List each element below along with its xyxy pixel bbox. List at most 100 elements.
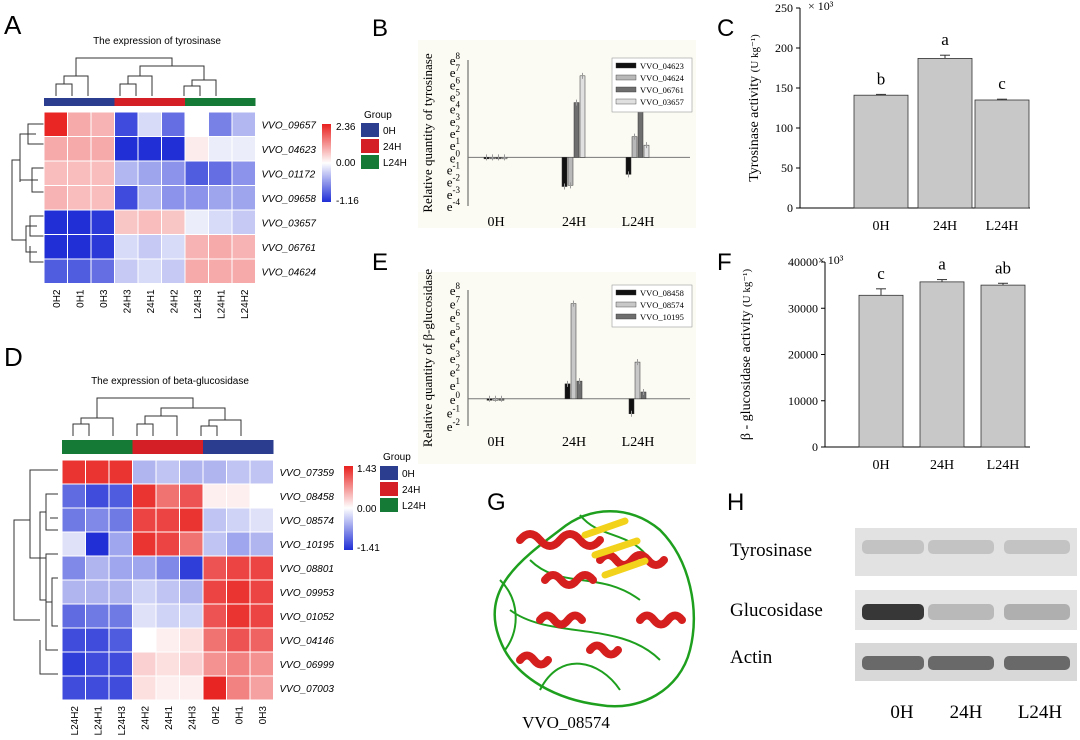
chart-b-legend-swatch-3	[615, 98, 637, 105]
heatmap-a-cell-0-8	[231, 111, 256, 137]
heatmap-a-cell-6-2	[90, 258, 115, 284]
heatmap-a-cell-1-8	[231, 136, 256, 162]
heatmap-a-cell-2-6	[184, 160, 209, 186]
heatmap-a-cell-0-6	[184, 111, 209, 137]
heatmap-a-row-label-0: VVO_09657	[262, 120, 317, 131]
heatmap-d-cell-0-0	[61, 459, 86, 485]
chart-f-ytick-1: 10000	[788, 394, 818, 408]
heatmap-d-cell-4-6	[202, 555, 227, 581]
chart-b-ytick-6: e2	[450, 124, 460, 141]
heatmap-d-cell-6-4	[155, 603, 180, 629]
heatmap-a-cell-4-8	[231, 209, 256, 235]
heatmap-a-cell-5-2	[90, 234, 115, 260]
heatmap-a-cell-0-2	[90, 111, 115, 137]
heatmap-d-col-label-2: L24H3	[117, 706, 128, 736]
heatmap-d-cell-1-0	[61, 483, 86, 509]
heatmap-a-cell-1-0	[43, 136, 68, 162]
heatmap-a-row-label-4: VVO_03657	[262, 218, 317, 229]
blot-band-0-1	[928, 540, 994, 554]
group-legend-d: Group 0H 24H L24H	[380, 452, 426, 512]
heatmap-d-col-label-8: 0H3	[258, 706, 269, 725]
heatmap-d-cell-5-0	[61, 579, 86, 605]
chart-b-ytick-4: e4	[450, 100, 461, 117]
blot-row-label-glucosidase: Glucosidase	[730, 600, 823, 621]
heatmap-a-cell-0-4	[137, 111, 162, 137]
heatmap-d-cell-9-4	[155, 675, 180, 701]
heatmap-d-cell-1-7	[226, 483, 251, 509]
heatmap-a-cell-1-5	[161, 136, 186, 162]
heatmap-a-cell-4-2	[90, 209, 115, 235]
chart-b-legend-swatch-2	[615, 86, 637, 93]
heatmap-d-cell-4-2	[108, 555, 133, 581]
panel-label-e: E	[372, 249, 388, 276]
heatmap-a-group-bar-5	[161, 98, 185, 106]
heatmap-d-cell-9-3	[132, 675, 157, 701]
heatmap-d-cell-5-2	[108, 579, 133, 605]
heatmap-d-cell-1-8	[249, 483, 274, 509]
chart-c: 0 50 100 150 200 250 b 0H a 24H c L24H × 10³ Tyrosina…	[747, 0, 1030, 234]
heatmap-d-cell-5-3	[132, 579, 157, 605]
chart-b-bar-3-1	[579, 75, 586, 158]
heatmap-a-col-label-7: L24H1	[216, 289, 227, 319]
heatmap-d-cell-5-7	[226, 579, 251, 605]
group-legend-a-0h: 0H	[383, 126, 396, 137]
group-legend-a-l24h: L24H	[383, 158, 407, 169]
scale-d-min: -1.41	[357, 543, 380, 554]
chart-c-bar-2	[974, 99, 1030, 209]
heatmap-d-cell-4-5	[179, 555, 204, 581]
heatmap-d-cell-9-6	[202, 675, 227, 701]
heatmap-a-col-label-2: 0H3	[99, 289, 110, 308]
chart-f-xtick-1: 24H	[930, 458, 954, 473]
chart-f-ylabel: β - glucosidase activity (U kg⁻¹)	[739, 269, 754, 441]
heatmap-a-group-bar-2	[91, 98, 115, 106]
heatmap-d-cell-3-1	[85, 531, 110, 557]
heatmap-d-cell-5-6	[202, 579, 227, 605]
heatmap-d-col-label-3: 24H2	[140, 706, 151, 730]
group-legend-a-24h: 24H	[383, 142, 401, 153]
chart-b-legend-label-2: VVO_06761	[640, 85, 684, 95]
chart-b-legend-label-1: VVO_04624	[640, 73, 685, 83]
heatmap-a-cell-6-8	[231, 258, 256, 284]
group-legend-a-swatch-0h	[361, 123, 379, 137]
chart-e-legend-swatch-2	[615, 313, 637, 320]
heatmap-d-cell-0-5	[179, 459, 204, 485]
heatmap-d-cell-8-4	[155, 651, 180, 677]
heatmap-a-cell-6-1	[67, 258, 92, 284]
heatmap-d-cell-8-5	[179, 651, 204, 677]
chart-c-ytick-3: 150	[775, 81, 793, 95]
chart-c-letter-0: b	[877, 69, 886, 88]
heatmap-d-row-label-7: VVO_04146	[280, 636, 335, 647]
blot-band-0-2	[1004, 540, 1070, 554]
heatmap-d-cell-3-5	[179, 531, 204, 557]
dendrogram-d	[13, 397, 242, 675]
chart-c-xtick-2: L24H	[986, 219, 1019, 234]
heatmap-d-cell-7-5	[179, 627, 204, 653]
color-scale-d	[344, 466, 353, 550]
heatmap-a-cell-1-6	[184, 136, 209, 162]
heatmap-d-row-label-5: VVO_09953	[280, 588, 335, 599]
chart-e-legend-label-0: VVO_08458	[640, 288, 684, 298]
structure-caption: VVO_08574	[522, 713, 610, 732]
heatmap-a-col-label-1: 0H1	[75, 289, 86, 308]
heatmap-a-cell-3-4	[137, 185, 162, 211]
heatmap-a-cell-5-3	[114, 234, 139, 260]
heatmap-d-col-label-7: 0H1	[234, 706, 245, 725]
chart-e-xtick-1: 24H	[562, 435, 586, 450]
heatmap-a-cell-5-4	[137, 234, 162, 260]
heatmap-a-group-bar-8	[232, 98, 256, 106]
chart-c-ylabel-unit: (U kg⁻¹)	[749, 34, 761, 72]
chart-b-bar-2-1	[573, 102, 580, 158]
heatmap-a-row-label-6: VVO_04624	[262, 267, 317, 278]
panel-label-f: F	[717, 249, 732, 276]
heatmap-d-cell-3-3	[132, 531, 157, 557]
heatmap-d-group-bar-1	[85, 440, 109, 454]
chart-f-letter-1: a	[938, 255, 946, 274]
heatmap-d-col-label-5: 24H3	[187, 706, 198, 730]
heatmap-d-row-label-1: VVO_08458	[280, 492, 335, 503]
group-legend-a-swatch-l24h	[361, 155, 379, 169]
blot-lane-24h: 24H	[950, 702, 983, 723]
heatmap-d-cell-9-1	[85, 675, 110, 701]
heatmap-a-cell-1-4	[137, 136, 162, 162]
heatmap-d-cell-2-8	[249, 507, 274, 533]
heatmap-d-cell-2-0	[61, 507, 86, 533]
